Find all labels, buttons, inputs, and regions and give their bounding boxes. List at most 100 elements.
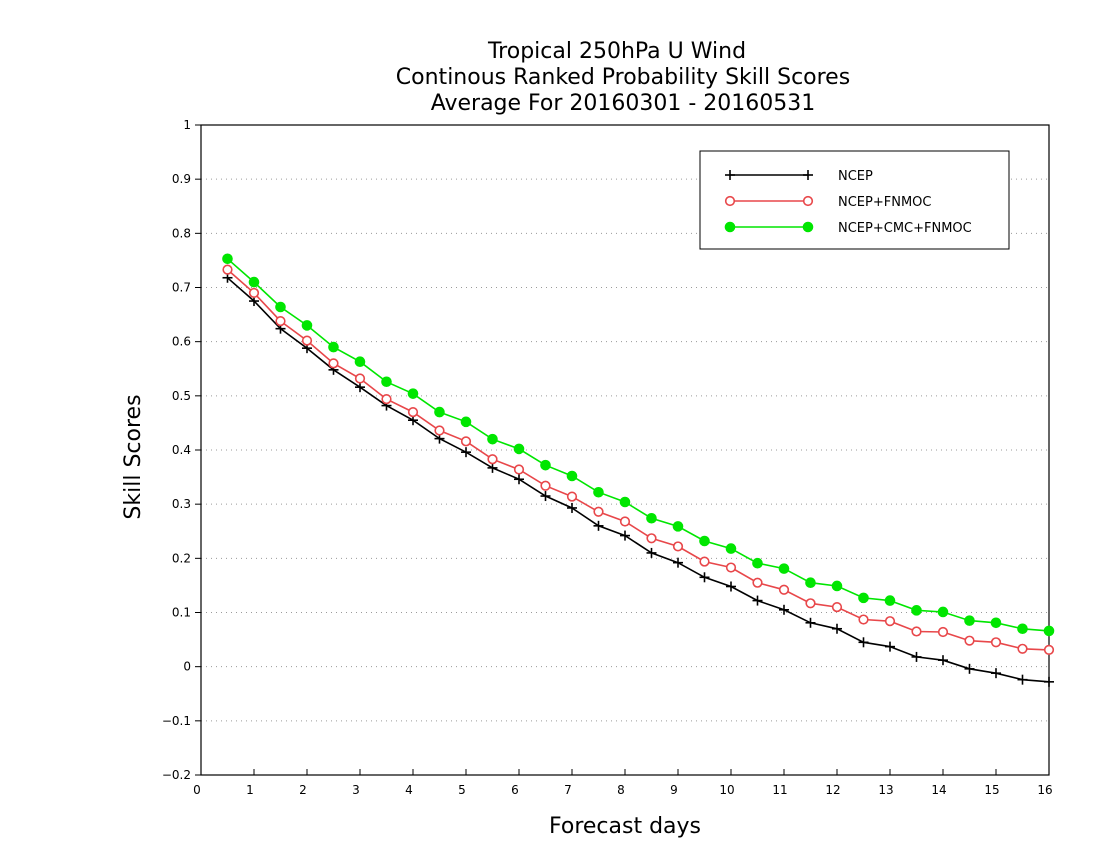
data-point-ncep-fnmoc	[566, 491, 578, 502]
y-tick-label: 1	[183, 118, 191, 132]
data-point-ncep-cmc-fnmoc	[964, 615, 975, 626]
data-point-ncep-fnmoc	[460, 436, 472, 447]
y-tick-label: 0	[183, 660, 191, 674]
y-tick-label: 0.6	[172, 335, 191, 349]
x-tick-label: 14	[931, 783, 946, 797]
y-tick-label: 0.9	[172, 172, 191, 186]
data-point-ncep-cmc-fnmoc	[1017, 623, 1028, 635]
data-point-ncep-fnmoc	[752, 577, 763, 588]
legend-marker-ncep-fnmoc	[802, 195, 814, 207]
legend-marker-ncep	[803, 170, 813, 180]
data-point-ncep-cmc-fnmoc	[725, 543, 737, 554]
data-point-ncep	[964, 663, 975, 674]
data-point-ncep-fnmoc	[699, 556, 710, 567]
data-point-ncep-cmc-fnmoc	[301, 320, 313, 331]
data-point-ncep	[355, 382, 365, 393]
x-tick-label: 10	[719, 783, 734, 797]
series-ncep-fnmoc	[222, 264, 1055, 655]
data-point-ncep	[514, 474, 524, 485]
chart-title-line-1: Tropical 250hPa U Wind	[487, 39, 746, 64]
x-tick-label: 5	[458, 783, 466, 797]
data-point-ncep-fnmoc	[434, 425, 445, 436]
data-point-ncep-fnmoc	[725, 562, 737, 573]
data-point-ncep	[673, 557, 683, 568]
data-point-ncep-fnmoc	[222, 264, 233, 275]
y-tick-label: 0.4	[172, 443, 191, 457]
data-point-ncep	[991, 668, 1001, 679]
data-point-ncep-fnmoc	[646, 533, 657, 544]
data-point-ncep	[1017, 674, 1028, 685]
x-tick-label: 8	[617, 783, 625, 797]
data-point-ncep	[487, 462, 498, 473]
data-point-ncep	[620, 530, 630, 541]
data-point-ncep-cmc-fnmoc	[460, 416, 472, 428]
data-point-ncep-cmc-fnmoc	[354, 356, 366, 368]
data-point-ncep	[938, 655, 948, 666]
data-point-ncep	[805, 617, 816, 628]
data-point-ncep-cmc-fnmoc	[646, 512, 657, 524]
data-point-ncep-fnmoc	[248, 287, 260, 299]
y-tick-label: 0.3	[172, 497, 191, 511]
data-point-ncep-fnmoc	[805, 598, 816, 609]
data-point-ncep-fnmoc	[911, 626, 922, 637]
data-point-ncep-fnmoc	[381, 393, 392, 405]
data-point-ncep	[540, 491, 551, 502]
data-point-ncep-cmc-fnmoc	[222, 253, 233, 265]
data-point-ncep	[1044, 676, 1054, 687]
data-point-ncep-cmc-fnmoc	[248, 276, 260, 288]
legend-label-ncep: NCEP	[838, 169, 873, 184]
x-tick-label: 1	[246, 783, 254, 797]
data-point-ncep-cmc-fnmoc	[778, 563, 790, 574]
grid	[201, 178, 1049, 722]
data-point-ncep-fnmoc	[513, 464, 525, 475]
data-point-ncep-fnmoc	[275, 315, 286, 327]
data-point-ncep-fnmoc	[672, 541, 684, 552]
data-point-ncep-fnmoc	[487, 454, 498, 465]
series-line-ncep	[226, 277, 1050, 683]
legend-marker-ncep-fnmoc	[724, 195, 736, 207]
data-point-ncep-cmc-fnmoc	[1043, 625, 1055, 637]
series-ncep	[222, 272, 1054, 687]
y-tick-label: −0.1	[162, 714, 191, 728]
data-point-ncep-fnmoc	[884, 616, 896, 627]
data-point-ncep	[726, 581, 736, 592]
chart-title-line-3: Average For 20160301 - 20160531	[431, 91, 816, 116]
data-point-ncep-cmc-fnmoc	[619, 496, 631, 508]
data-point-ncep-fnmoc	[937, 626, 949, 638]
y-axis: −0.2 −0.1 0 0.1 0.2 0.3 0.4 0.5 0.6 0.7 0.8 0.9 1	[162, 118, 201, 782]
data-point-ncep-cmc-fnmoc	[434, 406, 445, 418]
data-point-ncep-fnmoc	[1017, 643, 1028, 654]
data-point-ncep	[858, 637, 869, 648]
data-point-ncep-cmc-fnmoc	[275, 301, 286, 313]
series-line-ncep-cmc-fnmoc	[226, 258, 1050, 632]
data-point-ncep-fnmoc	[328, 358, 339, 369]
x-axis: 0 1 2 3 4 5 6 7 8 9 10 11 12 13 14 15 16	[193, 769, 1053, 797]
data-point-ncep-cmc-fnmoc	[328, 341, 339, 353]
legend-label-ncep-fnmoc: NCEP+FNMOC	[838, 195, 931, 210]
data-point-ncep-cmc-fnmoc	[540, 459, 551, 471]
legend-marker-ncep-cmc-fnmoc	[802, 221, 814, 233]
y-tick-label: 0.2	[172, 551, 191, 565]
series-ncep-cmc-fnmoc	[222, 253, 1055, 637]
x-tick-label: 7	[564, 783, 572, 797]
x-tick-label: 11	[772, 783, 787, 797]
data-point-ncep-fnmoc	[778, 584, 790, 595]
data-point-ncep-fnmoc	[831, 601, 843, 613]
chart-title-line-2: Continous Ranked Probability Skill Score…	[396, 65, 850, 90]
y-axis-label: Skill Scores	[121, 394, 146, 519]
y-tick-label: 0.8	[172, 226, 191, 240]
data-point-ncep-fnmoc	[964, 635, 975, 646]
legend-label-ncep-cmc-fnmoc: NCEP+CMC+FNMOC	[838, 221, 972, 236]
data-point-ncep	[832, 623, 842, 634]
legend-marker-ncep	[725, 170, 735, 180]
legend: NCEP NCEP+FNMOC NCEP+CMC+FNMOC	[699, 150, 1010, 250]
data-point-ncep	[779, 604, 789, 615]
legend-marker-ncep-cmc-fnmoc	[724, 221, 736, 233]
x-tick-label: 3	[352, 783, 360, 797]
x-tick-label: 6	[511, 783, 519, 797]
x-tick-label: 12	[825, 783, 840, 797]
data-point-ncep	[752, 595, 763, 606]
y-tick-label: 0.7	[172, 281, 191, 295]
data-point-ncep-cmc-fnmoc	[593, 486, 604, 498]
data-point-ncep-cmc-fnmoc	[566, 470, 578, 482]
